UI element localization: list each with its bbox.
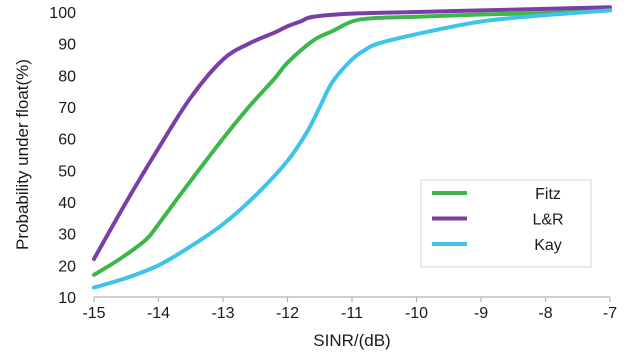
legend-label: L&R [532, 212, 563, 229]
x-tick-label: -7 [603, 305, 617, 322]
y-tick-label: 30 [58, 227, 76, 244]
y-tick-label: 20 [58, 258, 76, 275]
x-tick-label: -11 [341, 305, 363, 322]
legend-label: Kay [534, 237, 562, 254]
y-tick-label: 90 [58, 37, 76, 54]
x-tick-label: -12 [276, 305, 299, 322]
x-tick-label: -14 [147, 305, 170, 322]
y-tick-label: 80 [58, 68, 76, 85]
legend-label: Fitz [535, 186, 561, 203]
legend: Fitz L&R Kay [421, 180, 591, 267]
x-tick-label: -13 [211, 305, 234, 322]
y-axis-title: Probability under float(%) [13, 59, 32, 250]
y-tick-label: 100 [49, 5, 76, 22]
x-tick-label: -15 [82, 305, 105, 322]
x-tick-label: -9 [474, 305, 488, 322]
y-tick-label: 40 [58, 195, 76, 212]
y-tick-label: 50 [58, 163, 76, 180]
y-tick-label: 70 [58, 100, 76, 117]
x-tick-label: -8 [538, 305, 552, 322]
x-tick-label: -10 [405, 305, 428, 322]
y-tick-label: 60 [58, 132, 76, 149]
x-axis-title: SINR/(dB) [313, 331, 390, 350]
y-tick-label: 10 [58, 290, 76, 307]
